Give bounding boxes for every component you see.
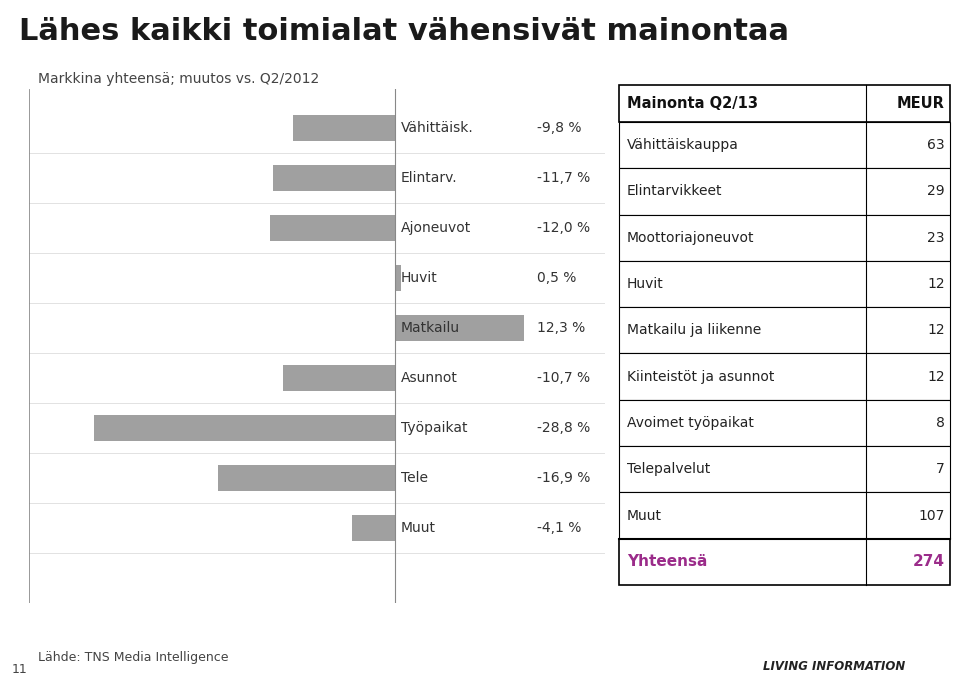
Bar	[270, 215, 396, 241]
Text: 12: 12	[927, 370, 945, 383]
Text: -4,1 %: -4,1 %	[537, 521, 581, 535]
Text: Tele: Tele	[400, 471, 427, 485]
Bar	[283, 365, 396, 391]
Bar	[94, 415, 396, 441]
Text: 12: 12	[927, 277, 945, 291]
Text: Markkina yhteensä; muutos vs. Q2/2012: Markkina yhteensä; muutos vs. Q2/2012	[38, 72, 320, 86]
Text: -9,8 %: -9,8 %	[537, 121, 581, 136]
Text: 23: 23	[927, 231, 945, 244]
Bar	[273, 165, 396, 191]
Text: 29: 29	[927, 185, 945, 198]
Text: Matkailu: Matkailu	[400, 321, 460, 335]
Text: Kiinteistöt ja asunnot: Kiinteistöt ja asunnot	[627, 370, 775, 383]
Text: 8: 8	[936, 416, 945, 430]
Text: 11: 11	[12, 663, 27, 676]
Bar	[218, 465, 396, 491]
Text: -11,7 %: -11,7 %	[537, 172, 590, 185]
Text: Huvit: Huvit	[627, 277, 663, 291]
Text: -10,7 %: -10,7 %	[537, 371, 589, 385]
Text: Yhteensä -7,8%: Yhteensä -7,8%	[231, 618, 402, 637]
Text: Asunnot: Asunnot	[400, 371, 458, 385]
Text: Lähde: TNS Media Intelligence: Lähde: TNS Media Intelligence	[38, 651, 228, 664]
Text: -12,0 %: -12,0 %	[537, 221, 589, 236]
Bar	[352, 515, 396, 541]
Text: -16,9 %: -16,9 %	[537, 471, 590, 485]
Text: Huvit: Huvit	[400, 271, 438, 285]
Text: Matkailu ja liikenne: Matkailu ja liikenne	[627, 323, 761, 337]
Text: Vähittäisk.: Vähittäisk.	[400, 121, 473, 136]
Text: Elintarv.: Elintarv.	[400, 172, 457, 185]
Text: Ajoneuvot: Ajoneuvot	[400, 221, 470, 236]
Text: 107: 107	[919, 509, 945, 522]
Text: 63: 63	[927, 138, 945, 152]
Bar	[396, 265, 400, 291]
Text: Vähittäiskauppa: Vähittäiskauppa	[627, 138, 739, 152]
Text: 7: 7	[936, 462, 945, 476]
Text: Työpaikat: Työpaikat	[400, 421, 468, 435]
Text: MA: MA	[908, 651, 934, 666]
Text: Moottoriajoneuvot: Moottoriajoneuvot	[627, 231, 755, 244]
Text: Muut: Muut	[400, 521, 436, 535]
Text: Yhteensä: Yhteensä	[627, 554, 708, 569]
Text: Muut: Muut	[627, 509, 661, 522]
Text: MEUR: MEUR	[897, 96, 945, 111]
Text: Lähes kaikki toimialat vähensivät mainontaa: Lähes kaikki toimialat vähensivät mainon…	[19, 17, 789, 46]
Bar	[293, 116, 396, 142]
Text: 0,5 %: 0,5 %	[537, 271, 576, 285]
Bar	[396, 315, 524, 341]
Text: Telepalvelut: Telepalvelut	[627, 462, 710, 476]
Text: LIVING INFORMATION: LIVING INFORMATION	[763, 660, 905, 673]
Text: Elintarvikkeet: Elintarvikkeet	[627, 185, 722, 198]
Text: -28,8 %: -28,8 %	[537, 421, 590, 435]
Text: Avoimet työpaikat: Avoimet työpaikat	[627, 416, 754, 430]
Text: 274: 274	[913, 554, 945, 569]
Text: Mainonta Q2/13: Mainonta Q2/13	[627, 96, 757, 111]
Text: 12,3 %: 12,3 %	[537, 321, 585, 335]
Text: AL: AL	[910, 624, 932, 639]
Text: 12: 12	[927, 323, 945, 337]
